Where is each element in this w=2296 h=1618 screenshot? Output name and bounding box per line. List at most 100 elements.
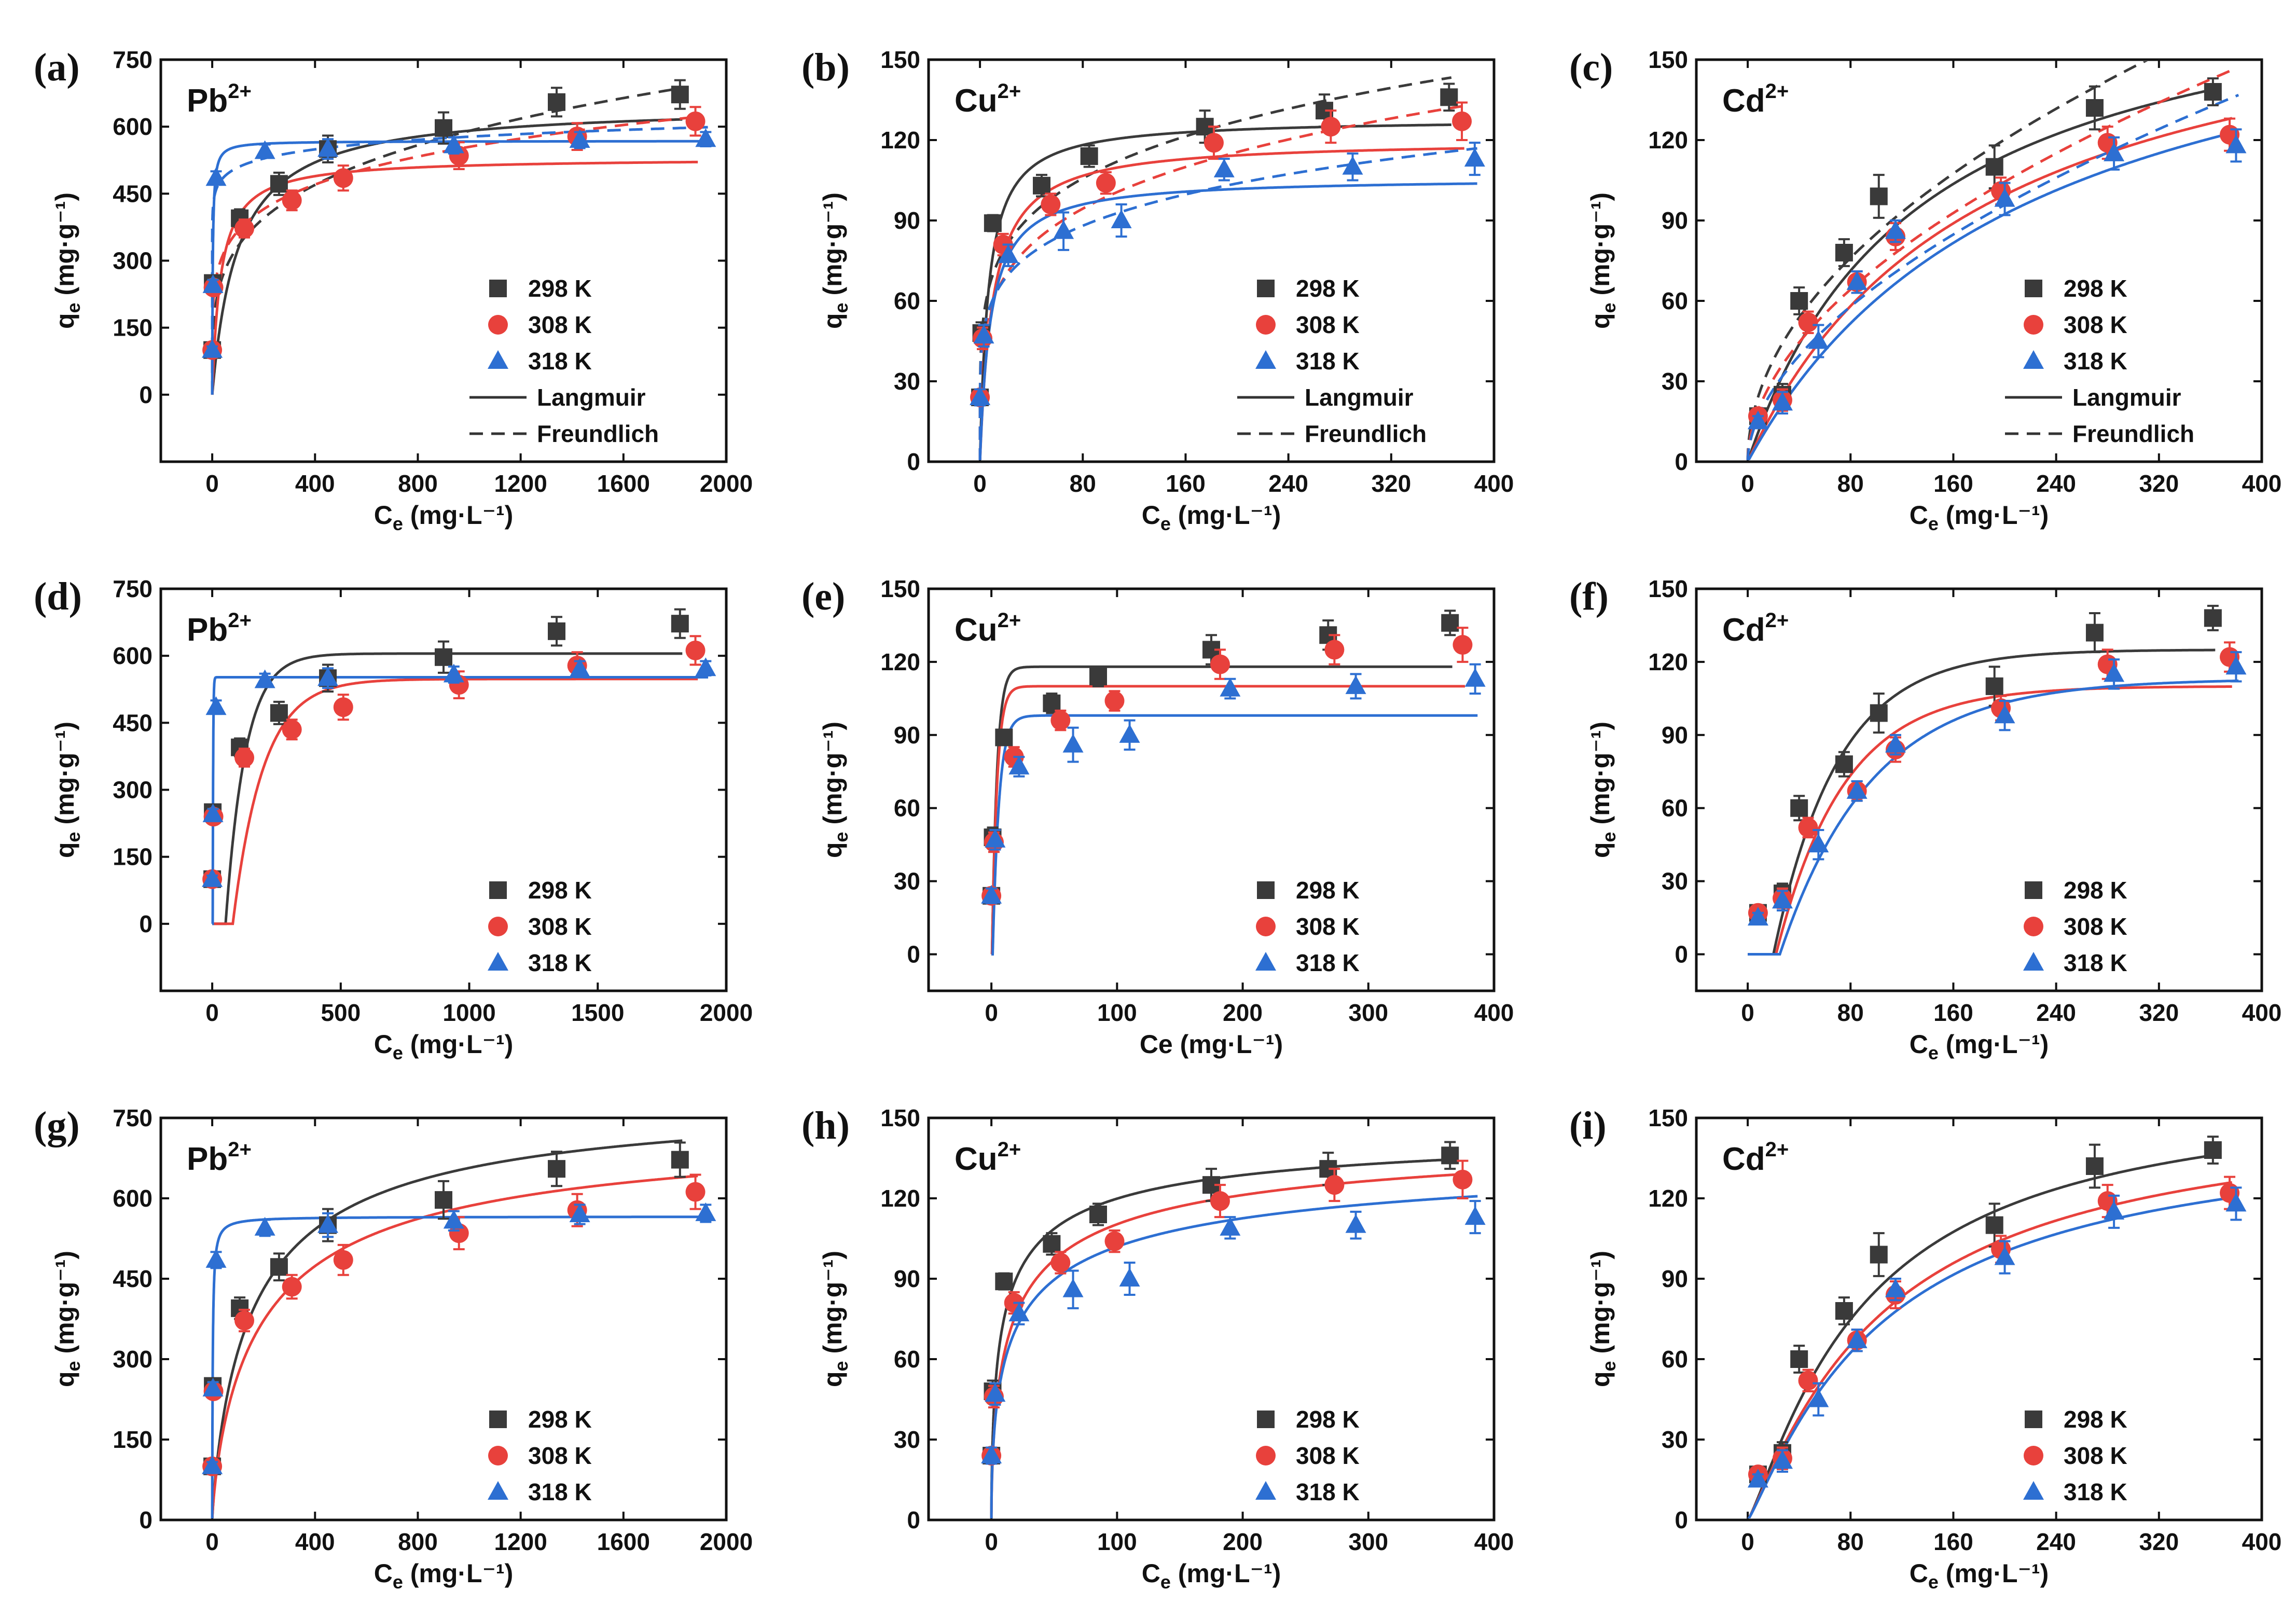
legend-label: 308 K: [1296, 311, 1360, 338]
legend: 298 K 308 K 318 K Langmuir Freundlich: [1237, 275, 1427, 447]
x-tick-label: 0: [1741, 1528, 1754, 1555]
y-tick-label: 300: [113, 247, 153, 274]
data-point: [973, 325, 994, 344]
data-point: [1885, 220, 1906, 239]
data-point: [548, 622, 565, 640]
series-318k: [202, 657, 716, 887]
legend-label: 318 K: [2064, 1478, 2127, 1505]
legend-label: Freundlich: [1305, 420, 1427, 447]
data-point: [695, 128, 716, 147]
legend-label: 298 K: [2064, 877, 2127, 904]
data-point: [981, 884, 1002, 904]
y-tick-label: 600: [113, 1185, 153, 1212]
data-point: [1050, 1253, 1071, 1273]
data-point: [1119, 724, 1140, 743]
x-tick-label: 200: [1223, 999, 1263, 1026]
data-point: [1324, 1175, 1345, 1195]
data-point: [317, 667, 339, 686]
data-point: [995, 728, 1013, 746]
data-point: [1342, 156, 1363, 175]
legend-marker: [1255, 350, 1276, 369]
panel-letter: (b): [801, 46, 850, 89]
legend-marker: [488, 952, 508, 971]
data-point: [695, 1202, 716, 1221]
fit-curve-308k: [212, 677, 698, 925]
data-point: [1104, 691, 1125, 711]
x-tick-label: 400: [2242, 999, 2282, 1026]
y-tick-label: 0: [1675, 941, 1688, 968]
y-tick-label: 150: [880, 46, 920, 73]
series-298k: [1749, 77, 2222, 425]
y-tick-label: 90: [894, 722, 920, 749]
legend: 298 K 308 K 318 K: [488, 877, 592, 976]
data-point: [270, 1258, 288, 1276]
data-point: [985, 828, 1006, 848]
data-point: [1835, 1302, 1853, 1320]
data-point: [1790, 799, 1808, 817]
data-point: [1772, 1450, 1793, 1469]
data-point: [984, 214, 1002, 232]
data-point: [1111, 210, 1132, 228]
data-point: [1321, 117, 1341, 137]
data-point: [1453, 635, 1473, 655]
fit-curve-298k: [990, 1158, 1453, 1518]
legend-marker: [1257, 280, 1275, 297]
legend-marker: [489, 1410, 507, 1428]
x-tick-label: 80: [1837, 1528, 1864, 1555]
panel-c: 0 80 160 240 320 400 0 30 60 90 120 150 (c) Cd2+ Ce (m…: [1569, 46, 2281, 534]
x-tick-label: 400: [295, 1528, 335, 1555]
series-298k: [1749, 1136, 2222, 1484]
y-tick-label: 450: [113, 1265, 153, 1292]
panel-letter: (e): [801, 575, 845, 618]
data-point: [254, 140, 275, 159]
legend-label: 298 K: [1296, 877, 1360, 904]
legend-label: 308 K: [1296, 1442, 1360, 1469]
x-tick-label: 500: [321, 999, 361, 1026]
y-tick-label: 750: [113, 46, 153, 73]
x-axis-label: Ce (mg·L⁻¹): [1142, 501, 1281, 534]
x-tick-label: 0: [985, 999, 998, 1026]
data-point: [443, 1210, 464, 1229]
y-tick-label: 90: [894, 207, 920, 234]
x-tick-label: 0: [205, 470, 219, 497]
y-tick-label: 30: [894, 868, 920, 895]
y-tick-label: 0: [907, 941, 920, 968]
x-axis-label: Ce (mg·L⁻¹): [1910, 1030, 2049, 1063]
legend-label: 308 K: [2064, 913, 2127, 940]
data-point: [1210, 1191, 1230, 1211]
legend-label: 298 K: [528, 275, 592, 302]
y-tick-label: 60: [894, 287, 920, 314]
x-tick-label: 80: [1837, 470, 1864, 497]
data-point: [1747, 907, 1768, 926]
data-point: [1119, 1268, 1140, 1287]
y-tick-label: 30: [894, 1426, 920, 1453]
series-318k: [981, 663, 1486, 904]
data-point: [981, 1445, 1002, 1463]
fit-curve-318k-freundlich: [978, 147, 1477, 460]
legend-label: 318 K: [2064, 949, 2127, 976]
data-point: [2204, 1141, 2222, 1159]
x-tick-label: 320: [2139, 999, 2179, 1026]
data-point: [1324, 640, 1345, 660]
legend-label: 298 K: [528, 877, 592, 904]
x-axis-label: Ce (mg·L⁻¹): [374, 501, 514, 534]
data-point: [1464, 1206, 1486, 1225]
data-point: [2104, 663, 2125, 682]
data-point: [671, 86, 689, 104]
data-point: [685, 1182, 706, 1202]
x-axis-label: Ce (mg·L⁻¹): [1142, 1559, 1281, 1593]
data-point: [1885, 734, 1906, 753]
data-point: [1096, 173, 1116, 193]
data-point: [1798, 312, 1818, 333]
x-tick-label: 1200: [494, 1528, 547, 1555]
y-axis-label: qe (mg·g⁻¹): [50, 192, 84, 329]
data-point: [1870, 1246, 1888, 1264]
legend-marker: [1257, 881, 1275, 899]
legend-label: 298 K: [1296, 1406, 1360, 1433]
data-point: [1747, 410, 1768, 430]
y-tick-label: 120: [1648, 127, 1688, 154]
data-point: [282, 720, 302, 740]
data-point: [205, 696, 227, 715]
data-point: [202, 868, 223, 887]
fit-curve-318k-langmuir: [978, 182, 1477, 460]
